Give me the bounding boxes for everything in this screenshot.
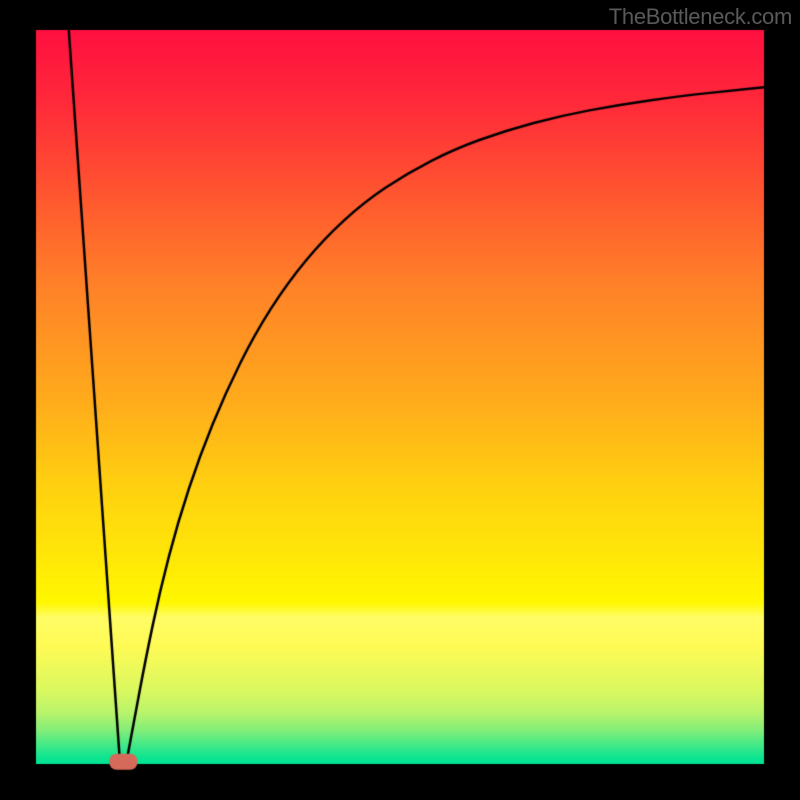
bottleneck-canvas xyxy=(0,0,800,800)
chart-container: TheBottleneck.com xyxy=(0,0,800,800)
watermark-text: TheBottleneck.com xyxy=(609,4,792,30)
